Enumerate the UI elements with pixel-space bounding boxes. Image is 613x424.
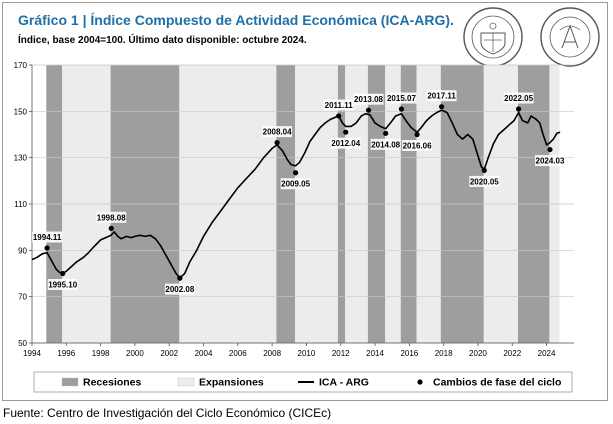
turning-point-label-bg — [280, 178, 311, 190]
turning-point-1998-08 — [108, 225, 114, 231]
turning-point-label: 2024.03 — [536, 157, 565, 166]
chart-subtitle: Índice, base 2004=100. Último dato dispo… — [18, 35, 307, 46]
turning-point-label-bg — [96, 211, 127, 223]
y-axis-ticks: 50 70 90 110 130 150 170 — [14, 61, 32, 348]
x-tick-label: 2016 — [400, 349, 418, 358]
turning-point-2009-05 — [293, 170, 299, 176]
turning-point-label: 2015.07 — [387, 94, 416, 103]
turning-point-2017-11 — [438, 104, 445, 110]
x-tick-label: 2012 — [332, 349, 350, 358]
turning-point-label-bg — [469, 175, 500, 187]
y-tick-label: 150 — [14, 107, 28, 116]
x-tick-label: 1998 — [92, 349, 110, 358]
legend-recession-swatch — [61, 377, 79, 387]
x-tick-label: 2010 — [298, 349, 316, 358]
x-tick-label: 2000 — [126, 349, 144, 358]
turning-point-2016-06 — [414, 131, 420, 138]
turning-point-label-bg — [47, 279, 78, 290]
turning-point-label: 2012.04 — [331, 139, 360, 148]
turning-point-label: 2009.05 — [281, 180, 310, 189]
turning-point-2002-08 — [177, 275, 183, 281]
x-tick-label: 2022 — [503, 349, 521, 358]
x-tick-label: 2014 — [366, 349, 384, 358]
turning-point-label-bg — [262, 126, 293, 138]
x-tick-label: 2018 — [435, 349, 453, 358]
turning-point-2015-07 — [398, 106, 405, 112]
x-tick-label: 2020 — [469, 349, 487, 358]
turning-point-label: 2017.11 — [427, 92, 456, 101]
turning-point-label-bg — [503, 92, 534, 104]
turning-point-2024-03 — [547, 146, 553, 153]
turning-points: 1994.11 1995.10 1998.08 2002.08 2008.04 2009.… — [32, 90, 565, 295]
turning-point-2020-05 — [481, 167, 487, 174]
x-tick-label: 2024 — [538, 349, 556, 358]
y-tick-label: 90 — [18, 246, 27, 255]
bolsa-de-comercio-de-rosario-seal — [540, 7, 600, 67]
legend-label: Recesiones — [83, 377, 142, 389]
legend-expansion-swatch — [177, 377, 195, 387]
y-tick-label: 170 — [14, 61, 28, 70]
series-layer — [31, 109, 561, 279]
turning-point-label-bg — [353, 93, 384, 105]
x-axis-ticks: 1994 1996 1998 2000 2002 2004 2006 2008 2010 2012… — [23, 343, 556, 358]
y-tick-label: 130 — [14, 154, 28, 163]
turning-point-label: 2013.08 — [354, 95, 383, 104]
x-tick-label: 1994 — [23, 349, 41, 358]
legend-dot-swatch — [417, 379, 423, 385]
turning-point-label: 2020.05 — [470, 177, 499, 186]
turning-point-label: 1994.11 — [33, 233, 62, 242]
turning-point-2011-11 — [336, 113, 342, 119]
turning-point-2014-08 — [383, 130, 389, 136]
legend: Recesiones Expansiones ICA - ARG Cambios de… — [33, 371, 573, 393]
turning-point-2008-04 — [274, 140, 280, 146]
y-tick-label: 50 — [18, 339, 27, 348]
turning-point-label-bg — [330, 137, 361, 149]
turning-point-2013-08 — [365, 107, 372, 113]
x-tick-label: 2002 — [160, 349, 178, 358]
x-tick-label: 2004 — [195, 349, 213, 358]
turning-point-label: 2008.04 — [263, 128, 292, 137]
x-tick-label: 2008 — [263, 349, 281, 358]
y-tick-label: 70 — [18, 293, 27, 302]
institution-seals — [463, 7, 600, 67]
turning-point-label-bg — [323, 99, 354, 111]
turning-point-label-bg — [32, 231, 63, 243]
turning-point-1995-10 — [60, 270, 66, 277]
turning-point-label-bg — [370, 138, 401, 150]
x-tick-label: 2006 — [229, 349, 247, 358]
legend-label: Cambios de fase del ciclo — [433, 377, 561, 389]
series-line-ica-arg — [31, 109, 561, 279]
turning-point-2022-05 — [515, 106, 522, 112]
bolsa-de-comercio-de-santa-fe-seal — [463, 7, 523, 67]
x-tick-label: 1996 — [57, 349, 75, 358]
turning-point-label: 2014.08 — [371, 140, 400, 149]
legend-label: Expansiones — [199, 377, 264, 389]
turning-point-label: 2011.11 — [325, 101, 354, 110]
turning-point-label: 2002.08 — [165, 285, 194, 294]
turning-point-2012-04 — [343, 129, 349, 135]
legend-label: ICA - ARG — [319, 377, 369, 389]
turning-point-label: 1995.10 — [48, 281, 77, 290]
turning-point-label: 2022.05 — [504, 94, 533, 103]
chart-title: Gráfico 1 | Índice Compuesto de Activida… — [18, 12, 454, 28]
turning-point-label-bg — [386, 92, 417, 104]
turning-point-label-bg — [534, 155, 565, 167]
turning-point-1994-11 — [44, 245, 50, 251]
turning-point-label-bg — [402, 140, 433, 151]
source-note: Fuente: Centro de Investigación del Cicl… — [3, 406, 332, 420]
turning-point-label-bg — [426, 90, 457, 102]
turning-point-label: 1998.08 — [97, 213, 126, 222]
turning-point-label: 2016.06 — [403, 142, 432, 151]
y-tick-label: 110 — [14, 200, 27, 209]
turning-point-label-bg — [164, 283, 195, 295]
